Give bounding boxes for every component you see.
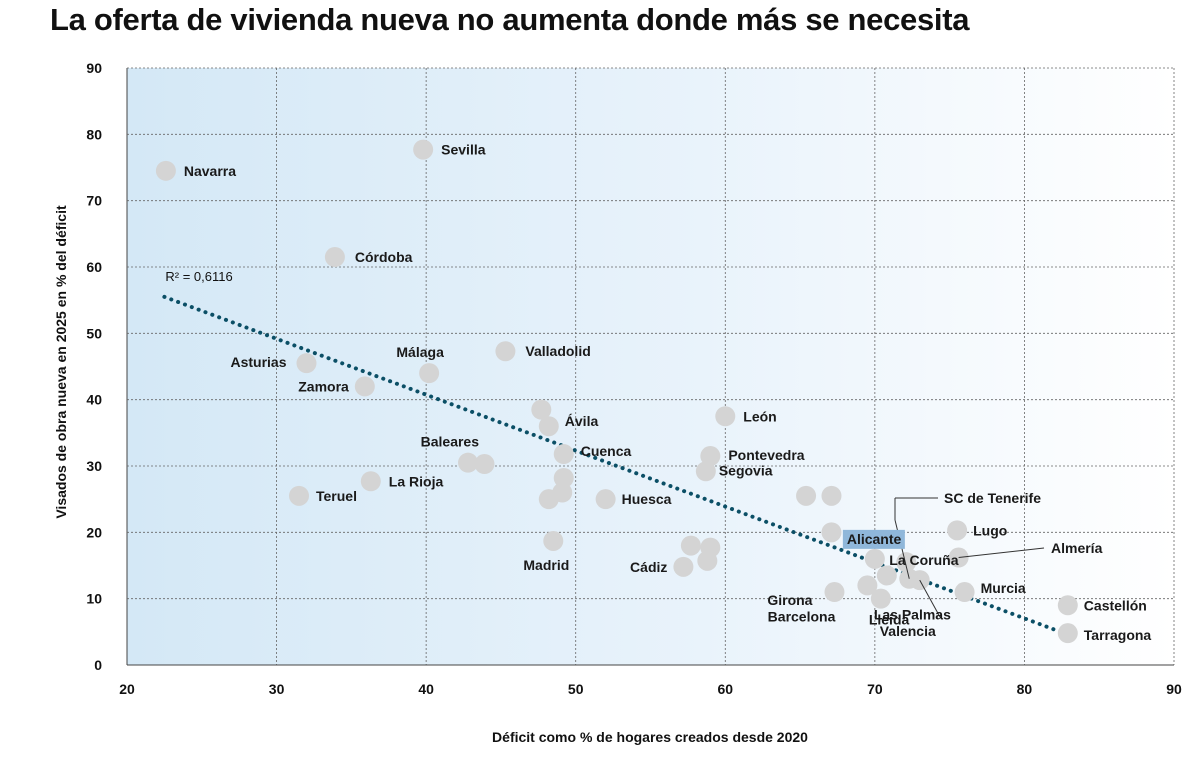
point-label: Almería	[1051, 540, 1103, 556]
leader-line	[894, 519, 910, 579]
leader-line	[919, 579, 941, 618]
data-point	[870, 588, 891, 609]
y-tick-label: 0	[94, 657, 102, 673]
data-point	[1057, 623, 1078, 644]
y-tick-label: 10	[86, 591, 102, 607]
point-label: Pontevedra	[728, 447, 804, 463]
point-label: Baleares	[421, 434, 480, 450]
point-label: Segovia	[719, 462, 773, 478]
x-tick-label: 20	[119, 681, 135, 697]
data-point	[876, 565, 897, 586]
point-label: Huesca	[622, 491, 672, 507]
data-point	[700, 537, 721, 558]
x-tick-label: 50	[568, 681, 584, 697]
y-tick-label: 50	[86, 325, 102, 341]
data-point	[954, 582, 975, 603]
data-point	[680, 535, 701, 556]
chart-title: La oferta de vivienda nueva no aumenta d…	[50, 2, 970, 37]
leader-line	[958, 547, 1045, 559]
x-tick-label: 40	[418, 681, 434, 697]
data-point	[354, 376, 375, 397]
point-label: La Coruña	[889, 552, 958, 568]
point-label: Cádiz	[630, 559, 667, 575]
point-label: Zamora	[298, 378, 349, 394]
data-point	[289, 485, 310, 506]
data-point	[324, 247, 345, 268]
point-label: Asturias	[230, 354, 286, 370]
point-label: Teruel	[316, 488, 357, 504]
point-label: Madrid	[523, 557, 569, 573]
data-point	[531, 399, 552, 420]
data-point	[1057, 595, 1078, 616]
data-point	[695, 461, 716, 482]
data-point	[553, 467, 574, 488]
data-point	[474, 454, 495, 475]
point-label: Castellón	[1084, 597, 1147, 613]
data-point	[495, 341, 516, 362]
y-tick-label: 80	[86, 126, 102, 142]
point-label: Sevilla	[441, 142, 486, 158]
point-label: Córdoba	[355, 249, 413, 265]
data-point	[821, 485, 842, 506]
point-label: Tarragona	[1084, 627, 1152, 643]
data-point	[824, 582, 845, 603]
point-label: Cuenca	[581, 443, 632, 459]
data-point	[413, 139, 434, 160]
data-point	[458, 452, 479, 473]
highlight-box	[842, 529, 905, 549]
point-label: Valladolid	[525, 343, 590, 359]
data-point	[155, 160, 176, 181]
y-tick-label: 40	[86, 392, 102, 408]
point-label: SC de Tenerife	[944, 490, 1041, 506]
point-label: Girona	[767, 592, 812, 608]
point-label: Lugo	[973, 522, 1007, 538]
data-point	[553, 444, 574, 465]
point-label: León	[743, 408, 776, 424]
point-labels: Navarra Sevilla Córdoba Asturias Zamora Málag…	[184, 142, 1152, 644]
point-label: Las Palmas	[874, 606, 951, 622]
data-point	[715, 406, 736, 427]
x-axis-title: Déficit como % de hogares creados desde …	[492, 729, 808, 745]
y-tick-label: 90	[86, 60, 102, 76]
data-point	[296, 353, 317, 374]
y-tick-label: 70	[86, 193, 102, 209]
r-squared-label: R² = 0,6116	[165, 269, 232, 284]
point-label: Alicante	[847, 531, 902, 547]
data-point	[419, 363, 440, 384]
data-point	[595, 489, 616, 510]
point-label: Lleida	[869, 612, 910, 628]
point-label: Valencia	[880, 623, 936, 639]
data-point	[821, 522, 842, 543]
x-tick-label: 70	[867, 681, 883, 697]
data-point	[673, 556, 694, 577]
data-point	[543, 530, 564, 551]
y-tick-label: 30	[86, 458, 102, 474]
y-tick-label: 60	[86, 259, 102, 275]
data-point	[360, 471, 381, 492]
y-axis-title: Visados de obra nueva en 2025 en % del d…	[53, 205, 69, 519]
data-point	[857, 575, 878, 596]
point-label: Murcia	[981, 580, 1026, 596]
data-point	[864, 548, 885, 569]
point-label: Navarra	[184, 163, 236, 179]
axis-ticks: 20 30 40 50 60 70 80 90 0 10 20 30 40 50 60 70 80 90	[86, 60, 1182, 697]
data-point	[700, 446, 721, 467]
point-label: Ávila	[565, 413, 599, 429]
x-tick-label: 80	[1017, 681, 1033, 697]
point-label: Málaga	[396, 344, 444, 360]
x-tick-label: 60	[717, 681, 733, 697]
data-point	[538, 489, 559, 510]
point-label: Barcelona	[768, 608, 836, 624]
data-point	[896, 552, 917, 573]
data-point	[538, 416, 559, 437]
data-point	[796, 485, 817, 506]
data-point	[947, 520, 968, 541]
point-label: La Rioja	[389, 473, 444, 489]
x-tick-label: 90	[1166, 681, 1182, 697]
x-tick-label: 30	[269, 681, 285, 697]
y-tick-label: 20	[86, 524, 102, 540]
